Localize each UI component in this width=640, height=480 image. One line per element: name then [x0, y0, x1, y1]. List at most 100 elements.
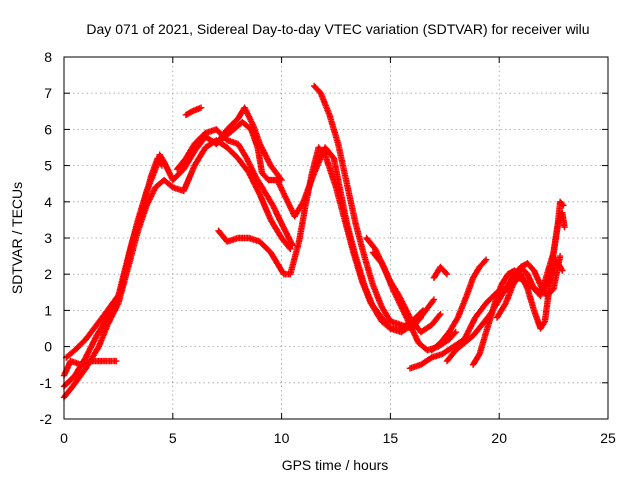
x-tick-label: 25 — [600, 430, 616, 446]
y-tick-label: 5 — [44, 158, 52, 174]
data-point-run — [406, 321, 422, 345]
data-point-run — [524, 285, 537, 312]
data-point-run — [69, 366, 88, 390]
data-point — [560, 202, 567, 209]
data-point-run — [93, 315, 110, 339]
data-point-run — [387, 278, 402, 298]
x-tick-label: 15 — [383, 430, 399, 446]
data-point-run — [469, 352, 482, 368]
data-point — [556, 252, 564, 260]
data-point-run — [180, 149, 197, 173]
data-point-run — [476, 257, 489, 271]
data-point-run — [437, 330, 452, 347]
data-point-run — [239, 119, 254, 132]
data-point — [482, 256, 490, 263]
data-point-run — [191, 134, 208, 155]
data-point-run — [143, 185, 158, 209]
data-point-run — [550, 221, 561, 256]
data-point-run — [160, 158, 176, 182]
data-point — [437, 310, 444, 318]
data-point-run — [169, 167, 186, 184]
data-point — [561, 223, 568, 231]
data-layer — [60, 82, 568, 401]
data-point-run — [439, 344, 456, 357]
data-point-run — [95, 323, 111, 350]
data-point-run — [406, 314, 424, 334]
data-point-run — [82, 323, 99, 343]
data-point-run — [315, 144, 328, 157]
data-point — [443, 271, 451, 278]
data-point-run — [332, 184, 348, 222]
data-point — [158, 162, 166, 169]
data-point-run — [378, 260, 393, 284]
data-point-run — [550, 254, 563, 292]
data-point-run — [258, 169, 271, 183]
data-point-run — [295, 203, 309, 245]
data-point-run — [245, 169, 263, 197]
y-tick-label: 4 — [44, 194, 52, 210]
data-point-run — [311, 82, 323, 96]
data-point-run — [224, 144, 241, 161]
data-point-run — [261, 187, 276, 208]
data-point-run — [367, 300, 384, 320]
data-point-run — [247, 126, 261, 150]
data-point-run — [454, 294, 470, 321]
data-point-run — [343, 180, 359, 226]
data-point-run — [463, 276, 476, 300]
data-point-run — [530, 267, 544, 287]
data-point-run — [428, 340, 443, 354]
x-tick-label: 10 — [274, 430, 290, 446]
data-point-run — [369, 249, 384, 266]
data-point-run — [104, 290, 123, 314]
data-point — [289, 242, 296, 249]
data-point-run — [252, 173, 267, 193]
plot-frame — [63, 56, 609, 420]
data-point-run — [128, 207, 146, 249]
y-tick-label: 3 — [44, 230, 52, 246]
x-tick-label: 5 — [169, 430, 177, 446]
data-point-run — [256, 238, 273, 255]
data-point-run — [278, 220, 295, 247]
data-point-run — [160, 176, 175, 190]
data-point-run — [341, 216, 357, 255]
data-point-run — [269, 202, 285, 226]
series-arc-17 — [493, 252, 564, 321]
data-point — [197, 104, 205, 111]
data-point-run — [156, 151, 167, 164]
data-point-run — [446, 315, 461, 336]
data-point-run — [352, 220, 368, 258]
grid-layer — [64, 57, 608, 419]
chart-title: Day 071 of 2021, Sidereal Day-to-day VTE… — [86, 21, 589, 37]
data-point-run — [469, 322, 484, 339]
data-point-run — [554, 200, 564, 227]
series-arc-6 — [182, 104, 205, 119]
data-point-run — [493, 301, 509, 321]
data-point-run — [291, 200, 306, 220]
data-point-run — [241, 104, 256, 128]
data-point-run — [274, 260, 287, 276]
data-point-run — [234, 140, 250, 161]
data-point-run — [267, 162, 284, 182]
y-tick-label: 6 — [44, 121, 52, 137]
data-point-run — [221, 127, 236, 140]
series-arc-13 — [406, 256, 566, 372]
data-point-run — [267, 216, 284, 240]
data-point — [287, 245, 294, 253]
data-point-run — [369, 281, 385, 309]
data-point-run — [350, 249, 365, 283]
data-point — [113, 357, 120, 365]
data-point-run — [452, 340, 467, 354]
data-point-run — [321, 144, 337, 161]
data-point-run — [93, 308, 110, 329]
data-point-run — [517, 271, 530, 291]
data-point-run — [274, 176, 289, 200]
data-point-run — [317, 90, 333, 117]
series-arc-4 — [63, 155, 166, 361]
data-point-run — [117, 243, 135, 296]
data-point-run — [182, 142, 197, 162]
data-point-run — [180, 163, 198, 195]
x-tick-label: 0 — [60, 430, 68, 446]
data-point-run — [71, 337, 88, 354]
series-arc-3 — [60, 357, 120, 379]
